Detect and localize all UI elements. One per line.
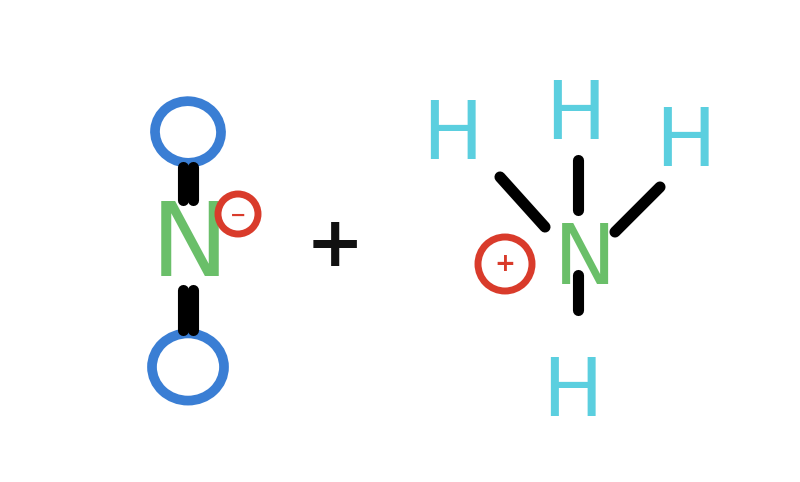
Text: H: H — [542, 355, 602, 433]
Text: H: H — [654, 105, 715, 183]
Text: +: + — [306, 214, 364, 281]
Text: H: H — [545, 78, 606, 156]
Text: +: + — [494, 252, 515, 276]
Text: N: N — [554, 219, 616, 300]
Text: −: − — [230, 205, 246, 225]
Text: H: H — [422, 98, 482, 176]
Text: N: N — [151, 197, 229, 297]
